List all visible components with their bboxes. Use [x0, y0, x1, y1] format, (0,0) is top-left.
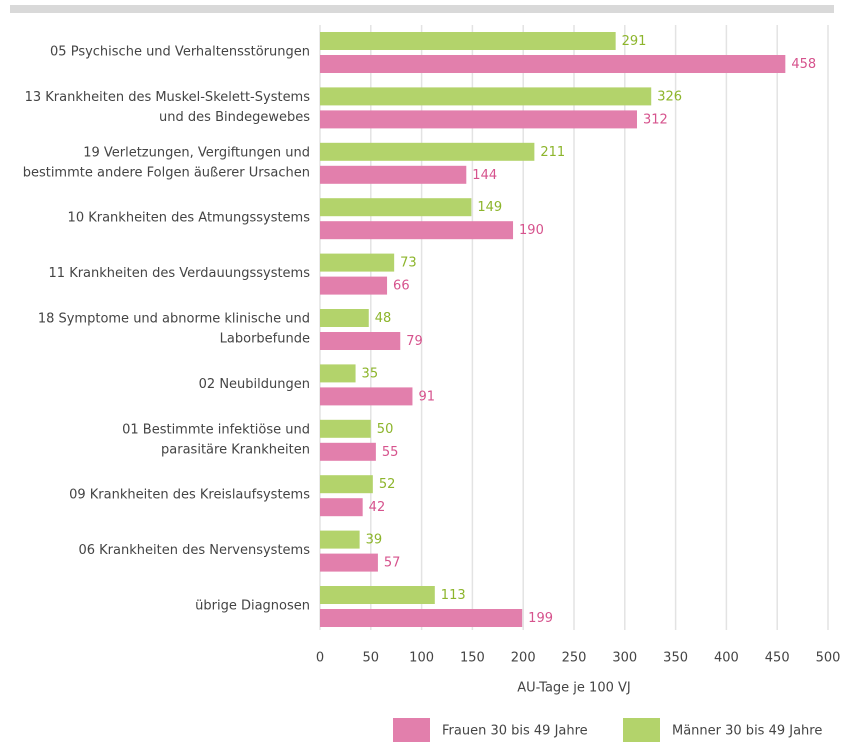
y-tick-label: 10 Krankheiten des Atmungssystems [68, 211, 311, 226]
data-label: 312 [643, 112, 668, 127]
data-label: 113 [441, 588, 466, 603]
x-tick-label: 450 [765, 651, 790, 666]
y-tick-label: parasitäre Krankheiten [161, 442, 310, 457]
y-tick-label: 01 Bestimmte infektiöse und [122, 422, 310, 437]
bar [320, 387, 413, 406]
bar [320, 586, 435, 604]
bar [320, 198, 472, 217]
bar [320, 332, 401, 350]
bar [320, 530, 360, 549]
y-tick-label: 11 Krankheiten des Verdauungssystems [49, 266, 311, 281]
x-tick-label: 200 [511, 651, 536, 666]
y-tick-label: 13 Krankheiten des Muskel-Skelett-System… [25, 90, 311, 105]
data-label: 149 [477, 200, 502, 215]
x-tick-label: 350 [663, 651, 688, 666]
data-label: 91 [418, 389, 435, 404]
x-tick-label: 250 [562, 651, 587, 666]
data-label: 66 [393, 279, 410, 294]
data-label: 190 [519, 223, 544, 238]
x-tick-label: 300 [612, 651, 637, 666]
bar [320, 110, 637, 129]
data-label: 73 [400, 256, 417, 271]
top-rule [10, 5, 834, 13]
bar [320, 609, 523, 627]
bar [320, 442, 376, 461]
x-tick-label: 100 [409, 651, 434, 666]
legend-swatch [393, 718, 430, 742]
bar [320, 253, 395, 272]
x-tick-label: 400 [714, 651, 739, 666]
x-axis-label: AU-Tage je 100 VJ [517, 681, 630, 696]
legend-swatch [623, 718, 660, 742]
data-label: 291 [622, 34, 647, 49]
x-tick-label: 150 [460, 651, 485, 666]
bar [320, 475, 373, 494]
y-tick-label: 09 Krankheiten des Kreislaufsystems [69, 488, 310, 503]
x-tick-label: 0 [316, 651, 324, 666]
bar [320, 55, 786, 73]
data-label: 35 [362, 366, 379, 381]
data-label: 326 [657, 89, 682, 104]
bar [320, 32, 616, 50]
bar [320, 419, 371, 438]
bar [320, 309, 369, 327]
data-label: 79 [406, 334, 423, 349]
data-label: 211 [540, 145, 565, 160]
bar [320, 276, 388, 295]
y-tick-label: 06 Krankheiten des Nervensystems [78, 543, 310, 558]
bar [320, 87, 652, 106]
legend-label: Frauen 30 bis 49 Jahre [442, 724, 588, 739]
data-label: 55 [382, 445, 399, 460]
data-label: 42 [369, 500, 386, 515]
y-tick-label: 18 Symptome und abnorme klinische und [38, 312, 310, 327]
data-label: 48 [375, 311, 392, 326]
data-label: 144 [472, 168, 497, 183]
bar [320, 221, 514, 240]
bar [320, 553, 378, 572]
data-label: 39 [366, 533, 383, 548]
x-tick-label: 50 [363, 651, 380, 666]
y-tick-label: 05 Psychische und Verhaltensstörungen [50, 45, 310, 60]
bar [320, 498, 363, 517]
y-tick-label: übrige Diagnosen [195, 599, 310, 614]
x-tick-label: 500 [816, 651, 841, 666]
y-tick-label: bestimmte andere Folgen äußerer Ursachen [23, 165, 310, 180]
bar [320, 165, 467, 184]
bar [320, 364, 356, 383]
data-label: 57 [384, 556, 401, 571]
y-tick-label: Laborbefunde [220, 332, 310, 347]
y-tick-label: 19 Verletzungen, Vergiftungen und [83, 145, 310, 160]
data-label: 199 [528, 611, 553, 626]
data-label: 50 [377, 422, 394, 437]
data-label: 458 [791, 57, 816, 72]
legend-label: Männer 30 bis 49 Jahre [672, 724, 822, 739]
y-tick-label: 02 Neubildungen [199, 377, 310, 392]
y-tick-label: und des Bindegewebes [159, 110, 310, 125]
bar [320, 142, 535, 161]
data-label: 52 [379, 477, 396, 492]
